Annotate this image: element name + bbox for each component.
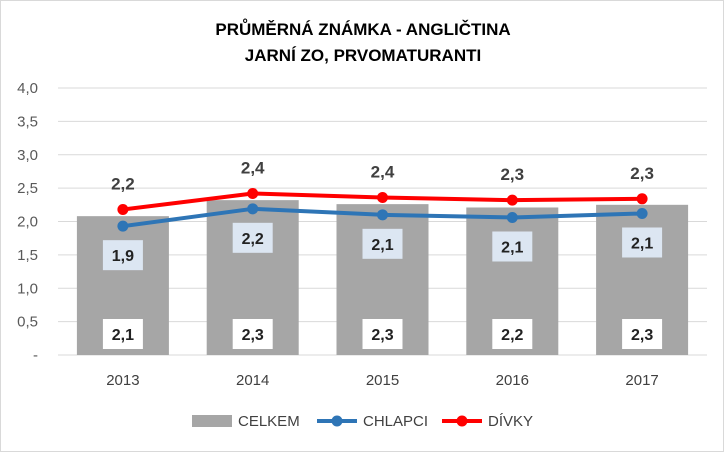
- boys-label-box: [232, 222, 273, 253]
- legend-label-chlapci: CHLAPCI: [363, 413, 428, 430]
- boys-label-box: [492, 231, 533, 262]
- y-tick-label: 1,0: [17, 280, 38, 297]
- point-dvky: [506, 194, 518, 206]
- girls-data-label: 2,3: [500, 165, 524, 184]
- y-tick-label: 2,5: [17, 180, 38, 197]
- bar-data-label: 2,1: [112, 327, 134, 344]
- point-dvky: [377, 191, 388, 203]
- y-tick-label: 1,5: [17, 247, 38, 264]
- y-tick-label: 0,5: [17, 314, 38, 331]
- bar-label-box: [492, 319, 533, 349]
- point-chlapci: [506, 211, 518, 223]
- bar-data-label: 2,3: [242, 327, 264, 344]
- x-tick-label: 2015: [366, 372, 399, 389]
- boys-data-label: 2,1: [501, 239, 523, 256]
- boys-data-label: 2,2: [242, 231, 264, 248]
- boys-label-box: [622, 227, 663, 258]
- chart-title: PRŮMĚRNÁ ZNÁMKA - ANGLIČTINA JARNÍ ZO, PR…: [215, 19, 510, 65]
- point-chlapci: [636, 207, 648, 219]
- bar-data-label: 2,2: [501, 327, 523, 344]
- point-dvky: [117, 203, 129, 215]
- x-tick-label: 2016: [496, 372, 529, 389]
- girls-data-label: 2,3: [630, 164, 654, 183]
- y-tick-label: -: [33, 347, 38, 364]
- legend-swatch-celkem: [192, 415, 232, 427]
- data-labels: 2,1 2,3 2,3 2,2 2,3 1,9 2,2 2,1 2,1 2,1 2,2 2,4 2,4 2…: [102, 158, 663, 349]
- x-tick-label: 2013: [106, 372, 139, 389]
- point-dvky: [247, 187, 259, 199]
- girls-data-label: 2,2: [111, 174, 135, 193]
- boys-data-label: 1,9: [112, 248, 134, 265]
- bar-label-box: [362, 319, 403, 349]
- boys-data-label: 2,1: [631, 235, 653, 252]
- legend-marker-dvky: [456, 415, 468, 427]
- chart-title-line-1: PRŮMĚRNÁ ZNÁMKA - ANGLIČTINA: [215, 19, 510, 39]
- point-chlapci: [377, 209, 388, 221]
- x-tick-label: 2017: [625, 372, 658, 389]
- point-dvky: [636, 193, 648, 205]
- y-tick-label: 3,5: [17, 113, 38, 130]
- y-tick-label: 2,0: [17, 214, 38, 231]
- chart-title-line-2: JARNÍ ZO, PRVOMATURANTI: [245, 46, 481, 65]
- bar-label-box: [102, 319, 143, 349]
- bar-data-label: 2,3: [631, 327, 653, 344]
- legend-label-celkem: CELKEM: [238, 413, 300, 430]
- y-tick-label: 3,0: [17, 147, 38, 164]
- girls-data-label: 2,4: [241, 158, 265, 177]
- point-chlapci: [247, 203, 259, 215]
- girls-data-label: 2,4: [371, 162, 395, 181]
- bar-label-box: [622, 319, 663, 349]
- bar-label-box: [232, 319, 273, 349]
- boys-label-box: [102, 240, 143, 271]
- x-tick-label: 2014: [236, 372, 269, 389]
- bar-data-label: 2,3: [371, 327, 393, 344]
- y-tick-label: 4,0: [17, 80, 38, 97]
- point-chlapci: [117, 220, 129, 232]
- boys-label-box: [362, 228, 403, 259]
- series-lines: [117, 187, 648, 232]
- boys-data-label: 2,1: [371, 237, 393, 254]
- legend: CELKEM CHLAPCI DÍVKY: [192, 413, 533, 430]
- legend-marker-chlapci: [331, 415, 343, 427]
- legend-label-dvky: DÍVKY: [488, 413, 533, 430]
- axes: - 0,5 1,0 1,5 2,0 2,5 3,0 3,5 4,0 2013 2014 2015 201…: [17, 80, 659, 389]
